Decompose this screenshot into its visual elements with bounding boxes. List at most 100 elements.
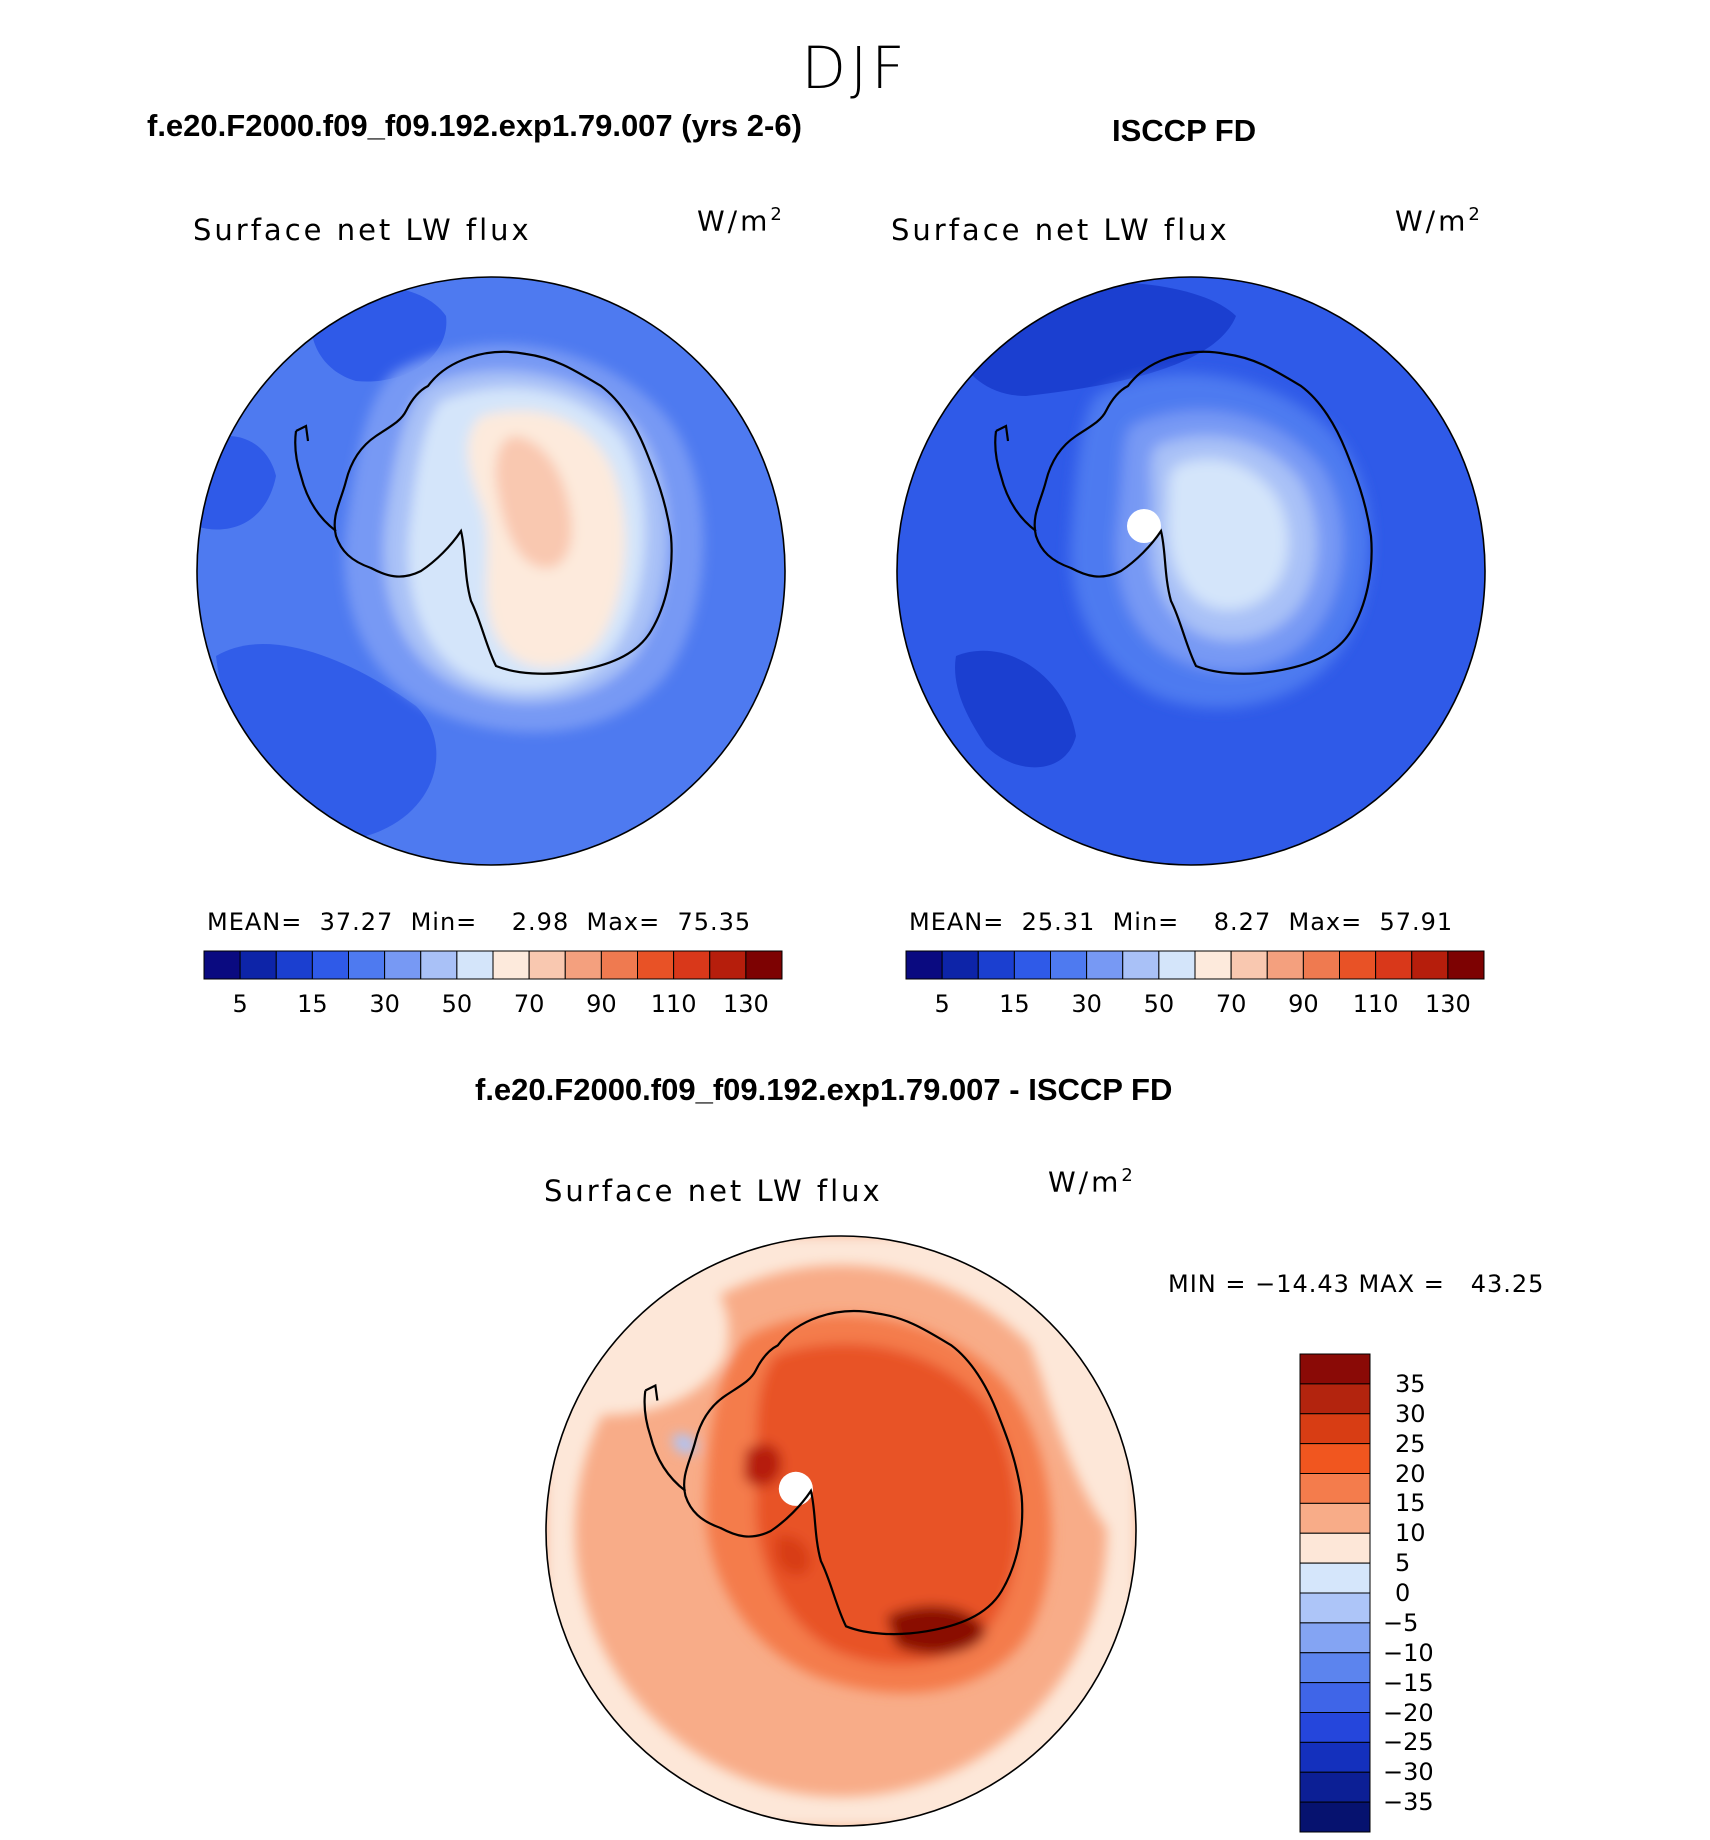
colorbar-tick-label: 5 [934,990,950,1018]
colorbar-swatch [1447,950,1485,980]
colorbar-swatch [456,950,494,980]
colorbar-swatch [275,950,313,980]
colorbar-swatch [311,950,349,980]
colorbar-swatch [239,950,277,980]
colorbar-swatch [637,950,675,980]
model-stats: MEAN= 37.27 Min= 2.98 Max= 75.35 [207,908,752,936]
colorbar-swatch [1299,1622,1371,1654]
coastline [683,1309,1024,1636]
colorbar-swatch [1299,1502,1371,1534]
colorbar-tick-label: 110 [650,990,697,1018]
obs-case-title: ISCCP FD [1112,113,1257,148]
colorbar-tick-label: −5 [1383,1608,1419,1637]
colorbar-tick-label: −15 [1383,1668,1434,1697]
cream-patch [1023,1295,1136,1557]
colorbar-swatch [673,950,711,980]
model-colorbar [203,950,783,980]
colorbar-swatch [1299,1532,1371,1564]
colorbar-swatch [1086,950,1124,980]
diff-map [545,1235,1137,1827]
colorbar-swatch [384,950,422,980]
land-dark-red [775,1535,811,1576]
colorbar-swatch [348,950,386,980]
diff-case-title: f.e20.F2000.f09_f09.192.exp1.79.007 - IS… [475,1072,1173,1107]
colorbar-swatch [1411,950,1449,980]
colorbar-tick-label: 15 [1395,1489,1426,1518]
colorbar-tick-label: 15 [297,990,328,1018]
colorbar-tick-label: 110 [1352,990,1399,1018]
colorbar-swatch [564,950,602,980]
diff-stats: MIN = −14.43 MAX = 43.25 [1168,1270,1545,1298]
land-very-pale-blue [1167,459,1289,611]
colorbar-swatch [1299,1801,1371,1833]
colorbar-swatch [709,950,747,980]
obs-units-label: W/m2 [1395,204,1483,238]
colorbar-tick-label: −20 [1383,1698,1434,1727]
obs-colorbar-labels: 5 15 30 50 70 90 110 130 [906,990,1484,1020]
coastline [333,350,673,675]
colorbar-swatch [1299,1592,1371,1624]
colorbar-tick-label: −10 [1383,1638,1434,1667]
peninsula [994,424,1037,532]
colorbar-tick-label: 30 [1395,1399,1426,1428]
colorbar-swatch [1194,950,1232,980]
polar-hole [778,1471,813,1506]
colorbar-swatch [1050,950,1088,980]
colorbar-tick-label: 50 [1143,990,1175,1018]
colorbar-tick-label: 20 [1395,1459,1426,1488]
colorbar-swatch [420,950,458,980]
colorbar-tick-label: 130 [722,990,769,1018]
model-case-title: f.e20.F2000.f09_f09.192.exp1.79.007 (yrs… [147,108,802,143]
colorbar-swatch [1299,1473,1371,1504]
diff-units-label: W/m2 [1048,1165,1136,1199]
colorbar-tick-label: 70 [1215,990,1247,1018]
colorbar-swatch [1375,950,1413,980]
obs-variable-label: Surface net LW flux [891,213,1230,247]
season-title: DJF [801,34,909,102]
colorbar-swatch [1299,1652,1371,1684]
deep-blue-patch [216,644,437,836]
colorbar-tick-label: −25 [1383,1728,1434,1757]
colorbar-tick-label: 15 [999,990,1030,1018]
obs-colorbar [905,950,1485,980]
colorbar-swatch [977,950,1015,980]
colorbar-swatch [203,950,241,980]
model-map [196,276,786,866]
colorbar-tick-label: 5 [1395,1549,1411,1578]
colorbar-swatch [1299,1771,1371,1803]
colorbar-tick-label: 50 [441,990,473,1018]
colorbar-tick-label: 30 [369,990,400,1018]
colorbar-tick-label: 0 [1395,1579,1411,1607]
colorbar-swatch [1339,950,1377,980]
model-variable-label: Surface net LW flux [193,213,532,247]
colorbar-tick-label: 5 [232,990,248,1018]
colorbar-swatch [1122,950,1160,980]
colorbar-swatch [1299,1682,1371,1713]
colorbar-tick-label: 130 [1424,990,1471,1018]
colorbar-swatch [1299,1353,1371,1385]
deep-blue-patch [955,650,1076,768]
coastline [1033,350,1373,675]
colorbar-swatch [1299,1413,1371,1445]
peninsula [294,424,337,532]
colorbar-tick-label: 35 [1395,1369,1426,1398]
pale-blue-spot [673,1434,697,1454]
colorbar-swatch [905,950,943,980]
diff-colorbar-labels: 35 30 25 20 15 10 5 0 −5 −10 −15 −20 −25 −30 −35 [1383,1354,1483,1832]
peninsula [643,1383,687,1492]
land-dark-red [743,1443,782,1487]
colorbar-swatch [1299,1383,1371,1415]
colorbar-swatch [1230,950,1268,980]
colorbar-tick-label: 10 [1395,1519,1426,1548]
colorbar-swatch [600,950,638,980]
polar-hole [1127,509,1161,543]
colorbar-swatch [1266,950,1304,980]
colorbar-swatch [528,950,566,980]
colorbar-swatch [745,950,783,980]
colorbar-tick-label: 70 [513,990,545,1018]
colorbar-tick-label: 30 [1071,990,1102,1018]
model-colorbar-labels: 5 15 30 50 70 90 110 130 [204,990,782,1020]
colorbar-tick-label: 90 [586,990,617,1018]
colorbar-swatch [1013,950,1051,980]
obs-map [896,276,1486,866]
